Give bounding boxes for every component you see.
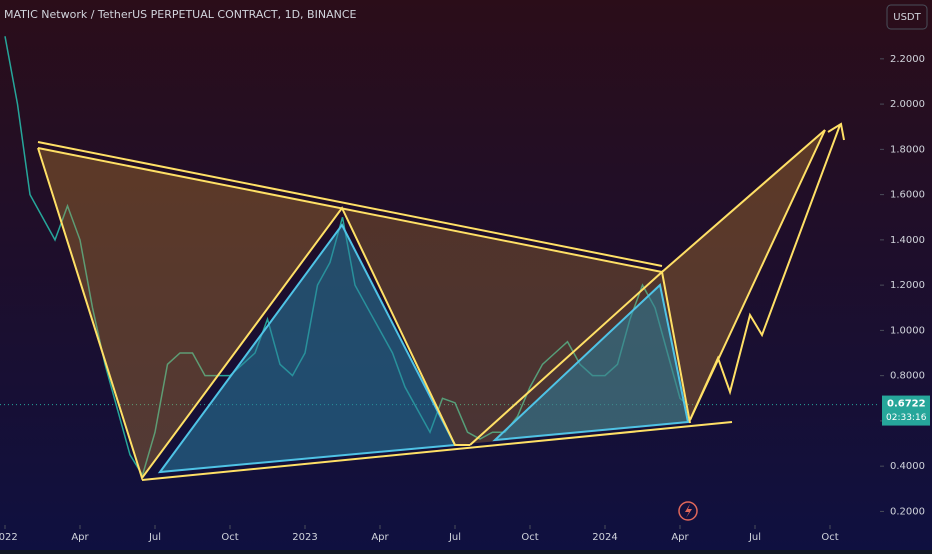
y-tick-label: 1.8000: [890, 144, 925, 155]
x-axis: 2022 Apr Jul Oct 2023 Apr Jul Oct 2024 Apr Jul Oct: [0, 525, 839, 543]
x-tick-label: 2022: [0, 532, 18, 543]
x-tick-label: Oct: [221, 532, 238, 543]
x-tick-label: Oct: [521, 532, 538, 543]
x-tick-label: Jul: [148, 532, 161, 543]
drawings: [37, 122, 845, 481]
currency-button[interactable]: [886, 4, 928, 30]
last-price-label: 0.6722: [887, 399, 926, 410]
x-tick-label: 2023: [292, 532, 317, 543]
projection-path: [689, 124, 841, 421]
support-line: [141, 421, 733, 481]
trend-lines: [37, 122, 845, 481]
y-tick-label: 0.8000: [890, 371, 925, 382]
y-tick-label: 1.2000: [890, 280, 925, 291]
projection-line: [661, 129, 826, 273]
y-tick-label: 2.2000: [890, 54, 925, 65]
resistance-line: [37, 147, 663, 273]
triangle: [157, 223, 457, 474]
triangle: [492, 283, 690, 442]
event-icon-bolt: [685, 504, 692, 518]
y-tick-label: 1.0000: [890, 325, 925, 336]
pattern-fill: [38, 148, 342, 478]
arrow-head: [827, 122, 845, 141]
currency-label: USDT: [893, 12, 921, 23]
x-tick-label: Apr: [671, 532, 689, 543]
x-tick-label: Apr: [71, 532, 89, 543]
resistance-line: [37, 141, 663, 267]
x-tick-label: Apr: [371, 532, 389, 543]
projection-fill: [662, 130, 825, 420]
x-tick-label: Jul: [448, 532, 461, 543]
last-price-box: [882, 395, 930, 426]
y-tick-label: 1.4000: [890, 235, 925, 246]
y-tick-label: 0.2000: [890, 506, 925, 517]
x-tick-label: Jul: [748, 532, 761, 543]
y-tick-label: 2.0000: [890, 99, 925, 110]
chart-title: MATIC Network / TetherUS PERPETUAL CONTR…: [4, 8, 357, 21]
x-tick-label: 2024: [592, 532, 617, 543]
y-tick-label: 0.4000: [890, 461, 925, 472]
countdown-label: 02:33:16: [886, 413, 927, 423]
y-tick-label: 1.6000: [890, 190, 925, 201]
event-icon[interactable]: [678, 501, 698, 521]
x-tick-label: Oct: [821, 532, 838, 543]
y-axis: 0.20000.40000.60000.80001.00001.20001.40…: [880, 54, 930, 517]
